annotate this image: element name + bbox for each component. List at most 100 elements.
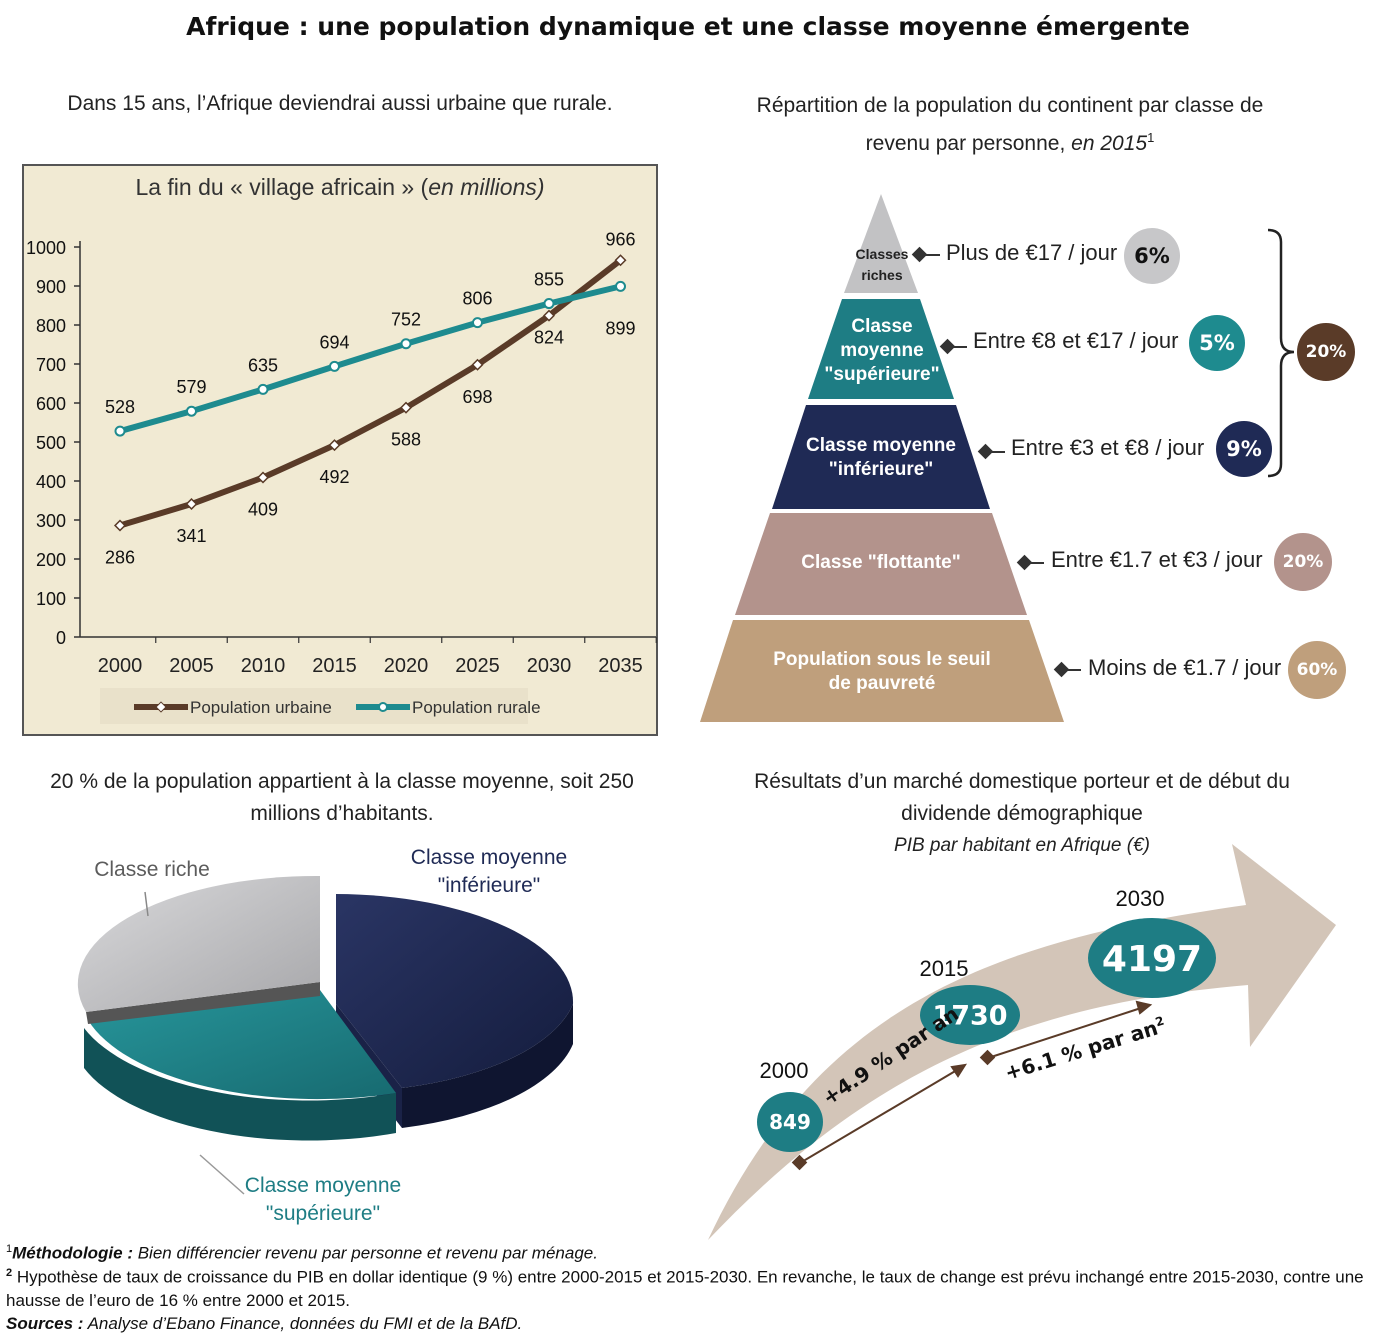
income-flottante: Entre €1.7 et €3 / jour: [1051, 547, 1263, 572]
x-tick-label: 2005: [169, 655, 214, 677]
pie-slice-inferieure: [336, 894, 574, 1088]
income-riches: Plus de €17 / jour: [946, 240, 1118, 265]
gdp-subtitle: Résultats d’un marché domestique porteur…: [754, 770, 1290, 856]
data-label-rural: 635: [248, 355, 278, 375]
income-inferieure: Entre €3 et €8 / jour: [1011, 435, 1205, 460]
growth-arrows: [791, 1000, 1153, 1171]
y-tick-label: 600: [36, 394, 66, 414]
gdp-year-2000: 2000: [760, 1058, 809, 1083]
data-label-urban: 698: [462, 387, 492, 407]
x-tick-label: 2025: [455, 655, 500, 677]
gdp-chart: 849 2000 1730 2015 4197 2030: [708, 844, 1336, 1240]
middle-class-bracket: [1267, 228, 1295, 478]
point-rural: [543, 298, 555, 310]
y-tick-label: 400: [36, 472, 66, 492]
badge-riches: 6%: [1124, 228, 1180, 284]
pyramid-level-riches: [844, 194, 918, 293]
y-tick-label: 700: [36, 355, 66, 375]
y-tick-label: 500: [36, 433, 66, 453]
badge-superieure: 5%: [1189, 315, 1245, 371]
legend-marker-rural: [378, 702, 388, 712]
x-tick-label: 2030: [527, 655, 572, 677]
data-label-urban: 824: [534, 328, 564, 348]
data-label-rural: 694: [319, 332, 349, 352]
income-superieure: Entre €8 et €17 / jour: [973, 328, 1179, 353]
data-label-urban: 492: [319, 467, 349, 487]
badge-pauvrete: 60%: [1288, 641, 1346, 699]
point-urban: [614, 254, 627, 267]
pie-slice-inferieure-side: [402, 1004, 573, 1128]
data-label-urban: 341: [176, 526, 206, 546]
x-tick-label: 2010: [241, 655, 286, 677]
badge-flottante: 20%: [1274, 533, 1332, 591]
point-urban: [328, 439, 341, 452]
point-rural: [114, 425, 126, 437]
data-label-rural: 752: [391, 310, 421, 330]
point-rural: [329, 360, 340, 372]
pie-chart: [77, 875, 574, 1195]
badge-middle-total: 20%: [1297, 323, 1355, 381]
pie-slice-superieure: [88, 990, 396, 1100]
point-urban: [113, 519, 127, 532]
point-rural: [257, 383, 269, 395]
x-tick-label: 2015: [312, 655, 357, 677]
line-chart: 0 100 200 300 400 500 600 700 800 900 1000 2000 2005…: [25, 229, 657, 717]
data-label-rural: 528: [105, 397, 135, 417]
gdp-arrow: [708, 844, 1336, 1240]
income-pauvrete: Moins de €1.7 / jour: [1088, 655, 1282, 680]
level-label-inferieure: Classe moyenne "inférieure": [806, 435, 956, 480]
pyramid-level-flottante: [735, 513, 1027, 615]
pyramid-level-pauvrete: [700, 620, 1064, 722]
legend-label-urban: Population urbaine: [190, 698, 332, 717]
y-tick-label: 800: [36, 316, 66, 336]
data-label-urban: 409: [248, 499, 278, 519]
legend-label-rural: Population rurale: [412, 698, 541, 717]
page-title: Afrique : une population dynamique et un…: [186, 12, 1190, 41]
pie-leader-superieure: [199, 1154, 245, 1195]
y-tick-label: 1000: [26, 238, 66, 258]
level-label-pauvrete: Population sous le seuil de pauvreté: [773, 649, 991, 694]
pie-label-riche: Classe riche: [94, 858, 210, 881]
data-label-rural: 899: [605, 318, 635, 338]
y-tick-label: 200: [36, 550, 66, 570]
y-tick-label: 900: [36, 277, 66, 297]
gdp-year-2015: 2015: [920, 956, 969, 981]
data-label-rural: 855: [534, 270, 564, 290]
point-urban: [256, 471, 270, 484]
point-rural: [615, 280, 626, 292]
badge-inferieure: 9%: [1216, 421, 1272, 477]
footnote-sources: Sources : Analyse d’Ebano Finance, donné…: [6, 1314, 523, 1333]
gdp-bubble-2000: [757, 1092, 823, 1152]
y-tick-label: 100: [36, 589, 66, 609]
x-tick-label: 2035: [598, 655, 643, 677]
pie-slice-riche: [77, 875, 320, 1012]
level-label-superieure: Classe moyenne "supérieure": [824, 316, 940, 385]
x-tick-label: 2020: [384, 655, 429, 677]
pyramid-level-superieure: [808, 299, 954, 399]
data-label-rural: 579: [176, 377, 206, 397]
pie-label-superieure: Classe moyenne "supérieure": [244, 1174, 402, 1225]
urban-subtitle: Dans 15 ans, l’Afrique deviendrai aussi …: [67, 92, 613, 115]
legend-marker-urban: [155, 701, 167, 713]
point-urban: [399, 401, 413, 414]
data-label-urban: 966: [605, 229, 635, 249]
point-rural: [186, 405, 197, 417]
level-label-riches: Classes riches: [855, 246, 909, 283]
gdp-value-2015: 1730: [932, 1001, 1007, 1032]
data-label-urban: 588: [391, 430, 421, 450]
y-tick-label: 300: [36, 511, 66, 531]
pyramid-subtitle: Répartition de la population du continen…: [756, 94, 1264, 155]
series-line-urban: [119, 257, 623, 529]
point-urban: [542, 309, 556, 322]
gdp-year-2030: 2030: [1116, 886, 1165, 911]
pyramid-level-inferieure: [772, 405, 990, 509]
gdp-value-2000: 849: [769, 1110, 811, 1134]
point-urban: [471, 358, 484, 371]
point-urban: [185, 497, 198, 511]
footnote-hypothesis: 2 Hypothèse de taux de croissance du PIB…: [6, 1267, 1364, 1310]
gdp-value-2030: 4197: [1102, 939, 1202, 980]
pie-label-inferieure: Classe moyenne "inférieure": [410, 846, 568, 897]
line-chart-panel: [22, 164, 658, 736]
footnote-methodology: 1Méthodologie : Bien différencier revenu…: [6, 1243, 598, 1263]
point-rural: [400, 338, 412, 350]
